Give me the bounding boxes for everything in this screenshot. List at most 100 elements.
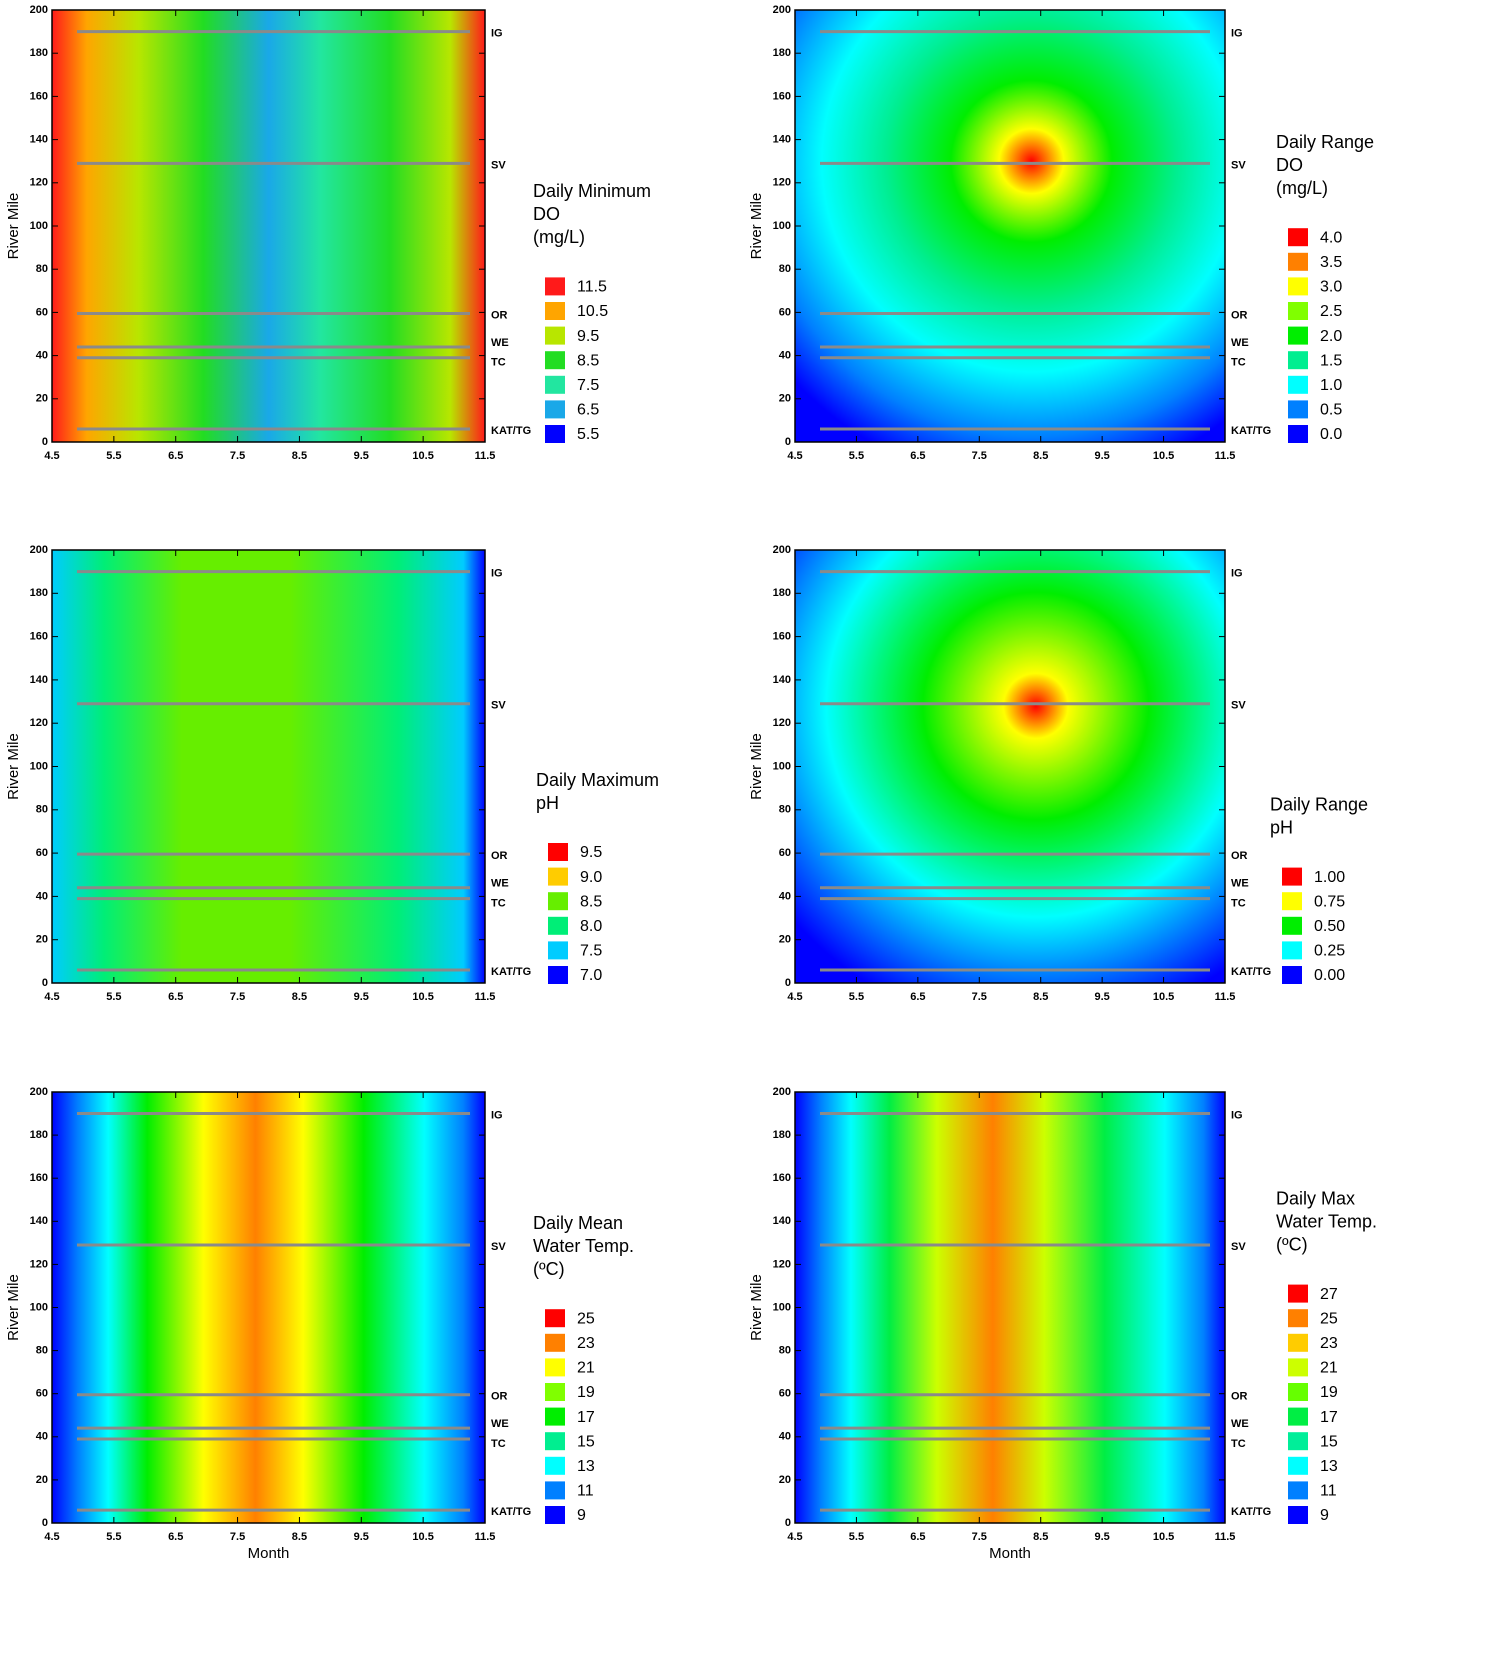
reference-label: SV — [491, 159, 506, 171]
reference-label: IG — [491, 28, 503, 40]
contour-field — [52, 10, 485, 442]
x-tick-label: 4.5 — [44, 1531, 59, 1543]
y-tick-label: 60 — [36, 1388, 48, 1400]
x-tick-label: 10.5 — [1153, 991, 1174, 1003]
y-tick-label: 100 — [773, 1301, 791, 1313]
legend-swatch — [1282, 892, 1302, 911]
legend-swatch — [1288, 425, 1308, 443]
y-tick-label: 0 — [42, 436, 48, 448]
legend-swatch — [1288, 252, 1308, 271]
legend-label: 17 — [577, 1409, 595, 1426]
legend-label: 9.0 — [580, 869, 602, 886]
legend-swatch — [548, 867, 568, 886]
legend-label: 7.0 — [580, 967, 602, 984]
y-tick-label: 0 — [785, 1517, 791, 1529]
legend-label: 3.0 — [1320, 279, 1342, 296]
x-axis-title: Month — [989, 1545, 1031, 1562]
y-tick-label: 160 — [773, 631, 791, 643]
legend-swatch — [545, 1333, 565, 1352]
legend-title: DO — [1276, 155, 1303, 175]
x-tick-label: 9.5 — [1094, 1531, 1109, 1543]
x-tick-label: 4.5 — [44, 450, 59, 462]
x-tick-label: 5.5 — [849, 450, 864, 462]
reference-label: OR — [491, 1391, 508, 1403]
y-tick-label: 200 — [773, 544, 791, 556]
legend-swatch — [1288, 1333, 1308, 1352]
x-tick-label: 4.5 — [787, 450, 802, 462]
reference-label: SV — [1231, 159, 1246, 171]
x-tick-label: 4.5 — [787, 991, 802, 1003]
reference-label: OR — [491, 850, 508, 862]
legend-label: 17 — [1320, 1409, 1338, 1426]
x-tick-label: 6.5 — [168, 1531, 183, 1543]
legend-label: 0.75 — [1314, 893, 1345, 910]
legend-swatch — [1282, 966, 1302, 984]
y-tick-label: 140 — [30, 1215, 48, 1227]
reference-label: IG — [491, 568, 503, 580]
legend-swatch — [545, 1383, 565, 1401]
x-tick-label: 8.5 — [292, 1531, 307, 1543]
legend-label: 0.25 — [1314, 943, 1345, 960]
y-tick-label: 160 — [30, 1172, 48, 1184]
legend-swatch — [1288, 1383, 1308, 1401]
legend-swatch — [1282, 867, 1302, 886]
legend-swatch — [1288, 375, 1308, 394]
x-tick-label: 6.5 — [910, 450, 925, 462]
legend-label: 5.5 — [577, 426, 599, 443]
legend-swatch — [1288, 400, 1308, 419]
reference-label: OR — [1231, 1391, 1248, 1403]
reference-label: KAT/TG — [1231, 425, 1271, 437]
legend-label: 0.50 — [1314, 918, 1345, 935]
legend-label: 1.00 — [1314, 869, 1345, 886]
y-tick-label: 120 — [30, 1258, 48, 1270]
x-tick-label: 9.5 — [1094, 450, 1109, 462]
y-tick-label: 60 — [779, 847, 791, 859]
legend-label: 19 — [1320, 1384, 1338, 1401]
reference-label: SV — [1231, 1241, 1246, 1253]
y-tick-label: 160 — [30, 631, 48, 643]
y-axis-title: River Mile — [5, 193, 22, 260]
legend-label: 3.5 — [1320, 254, 1342, 271]
x-tick-label: 10.5 — [412, 450, 433, 462]
legend-label: 9.5 — [577, 328, 599, 345]
legend-label: 9 — [577, 1507, 586, 1524]
y-tick-label: 0 — [42, 977, 48, 989]
legend-label: 8.0 — [580, 918, 602, 935]
y-tick-label: 180 — [30, 47, 48, 59]
y-tick-label: 60 — [779, 1388, 791, 1400]
y-tick-label: 60 — [779, 306, 791, 318]
reference-label: TC — [1231, 897, 1246, 909]
legend-label: 0.0 — [1320, 426, 1342, 443]
reference-label: SV — [491, 1241, 506, 1253]
y-tick-label: 100 — [30, 220, 48, 232]
reference-label: TC — [491, 897, 506, 909]
legend-label: 21 — [577, 1360, 595, 1377]
legend-title: Daily Maximum — [536, 770, 659, 790]
legend-swatch — [545, 1309, 565, 1328]
legend-label: 15 — [577, 1433, 595, 1450]
panel: IG SV OR WE TC KAT/TG 4.5 5.5 6.5 7.5 8.5 9.5 10.5 11… — [5, 1086, 634, 1562]
y-tick-label: 40 — [779, 1431, 791, 1443]
x-tick-label: 7.5 — [972, 1531, 987, 1543]
contour-field — [795, 550, 1225, 983]
reference-label: WE — [491, 878, 509, 890]
legend-swatch — [1288, 277, 1308, 296]
x-tick-label: 8.5 — [1033, 1531, 1048, 1543]
legend-swatch — [545, 1358, 565, 1377]
x-tick-label: 6.5 — [910, 991, 925, 1003]
legend-label: 0.00 — [1314, 967, 1345, 984]
x-tick-label: 4.5 — [44, 991, 59, 1003]
y-tick-label: 200 — [773, 1086, 791, 1098]
y-tick-label: 200 — [30, 1086, 48, 1098]
y-tick-label: 140 — [773, 134, 791, 146]
legend-swatch — [545, 400, 565, 419]
y-tick-label: 120 — [30, 177, 48, 189]
x-tick-label: 10.5 — [1153, 1531, 1174, 1543]
legend-swatch — [1288, 1358, 1308, 1377]
y-tick-label: 0 — [785, 977, 791, 989]
y-tick-label: 140 — [30, 134, 48, 146]
reference-label: WE — [491, 1418, 509, 1430]
legend-label: 11.5 — [577, 279, 607, 296]
legend-swatch — [545, 1481, 565, 1500]
y-tick-label: 40 — [36, 350, 48, 362]
